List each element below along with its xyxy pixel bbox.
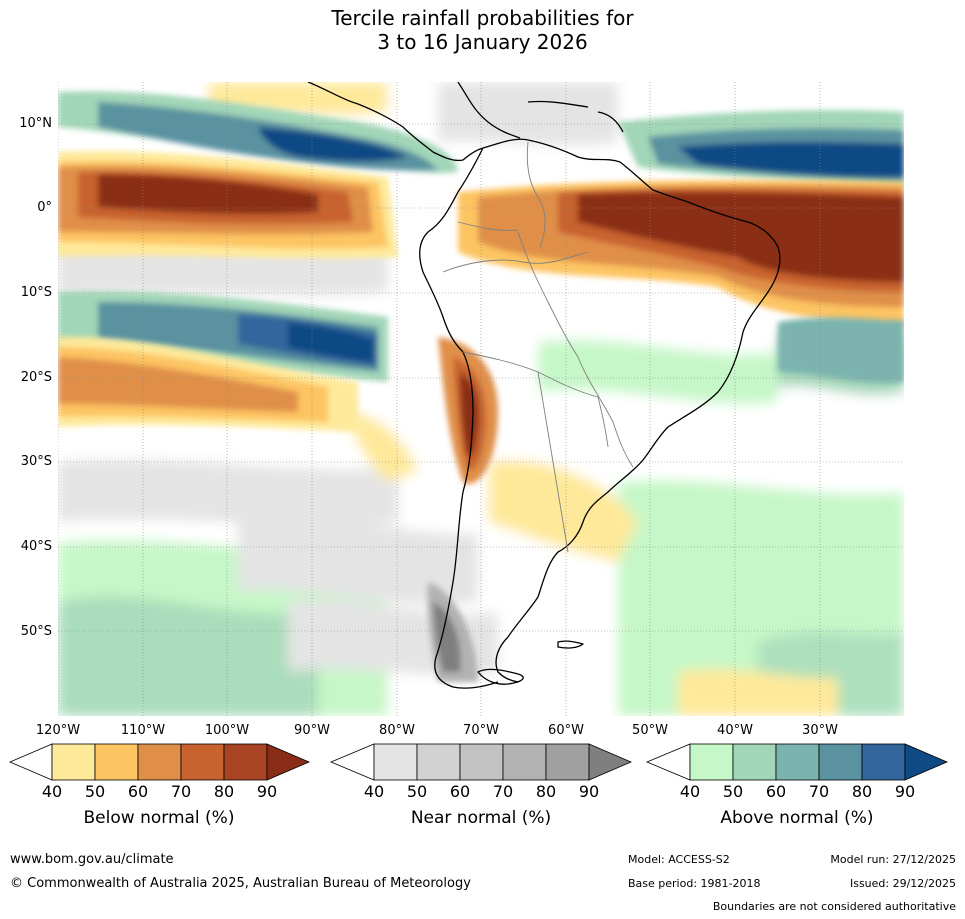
near-tick-50: 50	[406, 782, 428, 801]
lat-label-10n: 10°N	[19, 116, 52, 131]
colorbar-near-60	[416, 743, 461, 781]
above-normal-title: Above normal (%)	[720, 808, 874, 828]
below-tick-40: 40	[41, 782, 63, 801]
near-tick-80: 80	[535, 782, 557, 801]
colorbar-below-80	[180, 743, 225, 781]
colorbar-near-70	[459, 743, 504, 781]
near-normal-patagonia	[427, 582, 478, 682]
copyright-text: © Commonwealth of Australia 2025, Austra…	[10, 876, 471, 891]
near-normal-title: Near normal (%)	[410, 808, 552, 828]
lon-label-110w: 110°W	[120, 723, 166, 738]
below-tick-70: 70	[170, 782, 192, 801]
above-tick-50: 50	[722, 782, 744, 801]
lon-label-40w: 40°W	[717, 723, 753, 738]
above-normal-north-band	[58, 91, 904, 187]
colorbar-above-50	[689, 743, 734, 781]
lat-label-10s: 10°S	[20, 285, 52, 300]
website-link[interactable]: www.bom.gov.au/climate	[10, 852, 174, 867]
lon-label-100w: 100°W	[204, 723, 250, 738]
lon-label-120w: 120°W	[35, 723, 81, 738]
near-tick-60: 60	[449, 782, 471, 801]
below-normal-pacific-band	[58, 336, 358, 432]
colorbar-below-max	[266, 743, 311, 781]
map-title-line1: Tercile rainfall probabilities for	[331, 6, 634, 30]
map-svg	[58, 82, 904, 716]
colorbar-above	[645, 743, 949, 781]
above-normal-pacific-band	[58, 291, 904, 384]
colorbar-above-70	[775, 743, 820, 781]
base-period: Base period: 1981-2018	[628, 877, 761, 890]
below-normal-andes	[438, 337, 498, 484]
model-name: Model: ACCESS-S2	[628, 853, 730, 866]
colorbar-near-max	[588, 743, 633, 781]
above-tick-40: 40	[679, 782, 701, 801]
model-run-date: Model run: 27/12/2025	[830, 853, 956, 866]
colorbar-below-90	[223, 743, 268, 781]
colorbar-below-50	[51, 743, 96, 781]
colorbar-below-60	[94, 743, 139, 781]
lon-label-80w: 80°W	[379, 723, 415, 738]
above-tick-80: 80	[851, 782, 873, 801]
below-normal-equatorial-band	[58, 151, 904, 327]
below-normal-title: Below normal (%)	[83, 808, 235, 828]
colorbar-above-min	[645, 743, 691, 781]
colorbar-above-60	[732, 743, 777, 781]
below-tick-90: 90	[256, 782, 278, 801]
lat-label-40s: 40°S	[20, 539, 52, 554]
colorbar-near-50	[373, 743, 418, 781]
colorbar-below-70	[137, 743, 182, 781]
lat-label-20s: 20°S	[20, 370, 52, 385]
lat-label-0: 0°	[37, 200, 52, 215]
above-tick-70: 70	[808, 782, 830, 801]
country-borders	[442, 141, 634, 553]
colorbar-near	[329, 743, 633, 781]
rainfall-probability-map	[58, 82, 904, 716]
above-tick-60: 60	[765, 782, 787, 801]
lat-label-50s: 50°S	[20, 624, 52, 639]
near-tick-40: 40	[363, 782, 385, 801]
boundaries-disclaimer: Boundaries are not considered authoritat…	[712, 900, 956, 913]
lat-label-30s: 30°S	[20, 454, 52, 469]
colorbar-near-90	[545, 743, 590, 781]
below-tick-60: 60	[127, 782, 149, 801]
colorbar-near-80	[502, 743, 547, 781]
lon-label-70w: 70°W	[463, 723, 499, 738]
near-tick-90: 90	[578, 782, 600, 801]
lon-label-50w: 50°W	[632, 723, 668, 738]
near-tick-70: 70	[492, 782, 514, 801]
lon-label-60w: 60°W	[548, 723, 584, 738]
map-title-line2: 3 to 16 January 2026	[377, 30, 588, 54]
below-tick-50: 50	[84, 782, 106, 801]
colorbars	[8, 743, 949, 781]
colorbar-above-80	[818, 743, 863, 781]
lon-label-30w: 30°W	[802, 723, 838, 738]
lon-label-90w: 90°W	[294, 723, 330, 738]
coastline	[307, 82, 781, 689]
colorbar-above-90	[861, 743, 906, 781]
colorbar-above-max	[904, 743, 949, 781]
issued-date: Issued: 29/12/2025	[849, 877, 956, 890]
above-tick-90: 90	[894, 782, 916, 801]
colorbar-below	[8, 743, 311, 781]
colorbar-near-min	[329, 743, 375, 781]
colorbar-below-min	[8, 743, 53, 781]
below-tick-80: 80	[213, 782, 235, 801]
